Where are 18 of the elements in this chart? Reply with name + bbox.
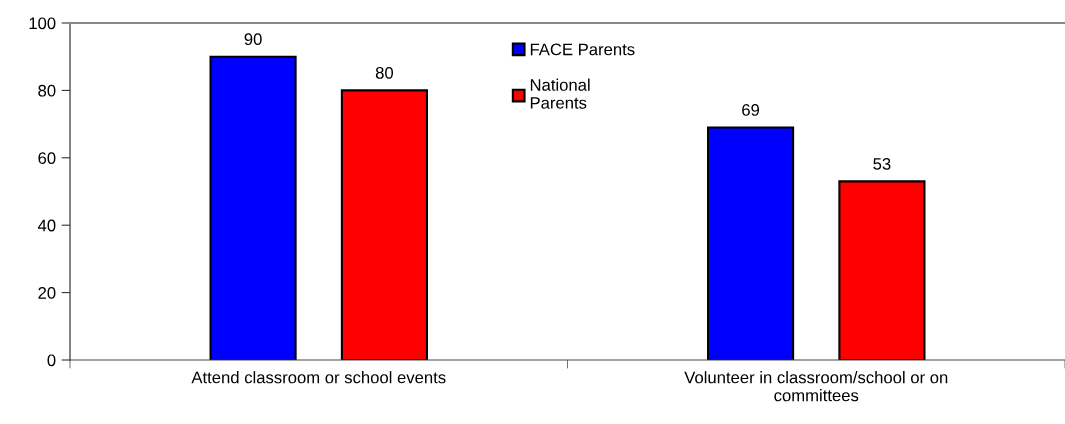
bar bbox=[209, 55, 297, 360]
bar bbox=[707, 126, 795, 360]
bar bbox=[838, 180, 926, 360]
y-tick-label: 0 bbox=[47, 354, 56, 367]
data-label: 90 bbox=[244, 33, 262, 46]
legend-label: FACE Parents bbox=[530, 43, 635, 56]
y-tick-label: 40 bbox=[37, 219, 56, 232]
data-label: 53 bbox=[873, 157, 891, 170]
x-tick-label: Volunteer in classroom/school or on committees bbox=[684, 371, 948, 402]
y-tick-label: 60 bbox=[38, 152, 56, 164]
bar bbox=[340, 89, 428, 360]
y-tick-label: 20 bbox=[38, 287, 56, 299]
x-tick-label: Attend classroom or school events bbox=[191, 371, 446, 384]
data-label: 69 bbox=[742, 104, 760, 116]
legend-label: National Parents bbox=[530, 78, 590, 109]
data-label: 80 bbox=[375, 66, 394, 79]
y-tick-label: 80 bbox=[38, 84, 56, 97]
y-tick-label: 100 bbox=[29, 17, 56, 30]
